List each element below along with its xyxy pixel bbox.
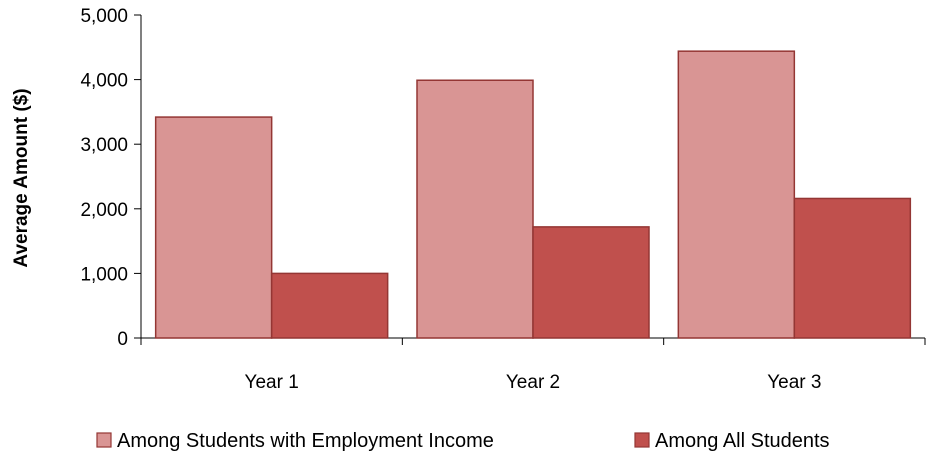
- x-tick-label: Year 2: [506, 372, 560, 393]
- bar-all-students-2: [532, 226, 650, 339]
- y-axis: 0 1,000 2,000 3,000 4,000 5,000: [80, 6, 142, 350]
- bar-all-students-1: [270, 272, 389, 339]
- x-tick-label: Year 3: [767, 372, 821, 393]
- legend-label: Among Students with Employment Income: [117, 430, 494, 452]
- bar-employment-income-2: [416, 79, 534, 339]
- legend: Among Students with Employment Income Amo…: [96, 430, 830, 452]
- y-tick-label: 4,000: [80, 71, 128, 92]
- legend-swatch: [634, 432, 650, 448]
- y-axis-title: Average Amount ($): [11, 88, 32, 267]
- y-tick-label: 5,000: [80, 6, 128, 27]
- legend-label: Among All Students: [655, 430, 830, 452]
- bar-employment-income-1: [154, 116, 273, 339]
- bars: [154, 50, 912, 339]
- y-tick-label: 0: [117, 329, 128, 350]
- x-tick-label: Year 1: [245, 372, 299, 393]
- y-tick-label: 2,000: [80, 200, 128, 221]
- x-axis: Year 1 Year 2 Year 3: [140, 337, 926, 393]
- legend-swatch: [96, 432, 112, 448]
- y-tick-label: 3,000: [80, 135, 128, 156]
- y-tick-label: 1,000: [80, 264, 128, 285]
- bar-employment-income-3: [677, 50, 796, 339]
- bar-all-students-3: [793, 197, 912, 339]
